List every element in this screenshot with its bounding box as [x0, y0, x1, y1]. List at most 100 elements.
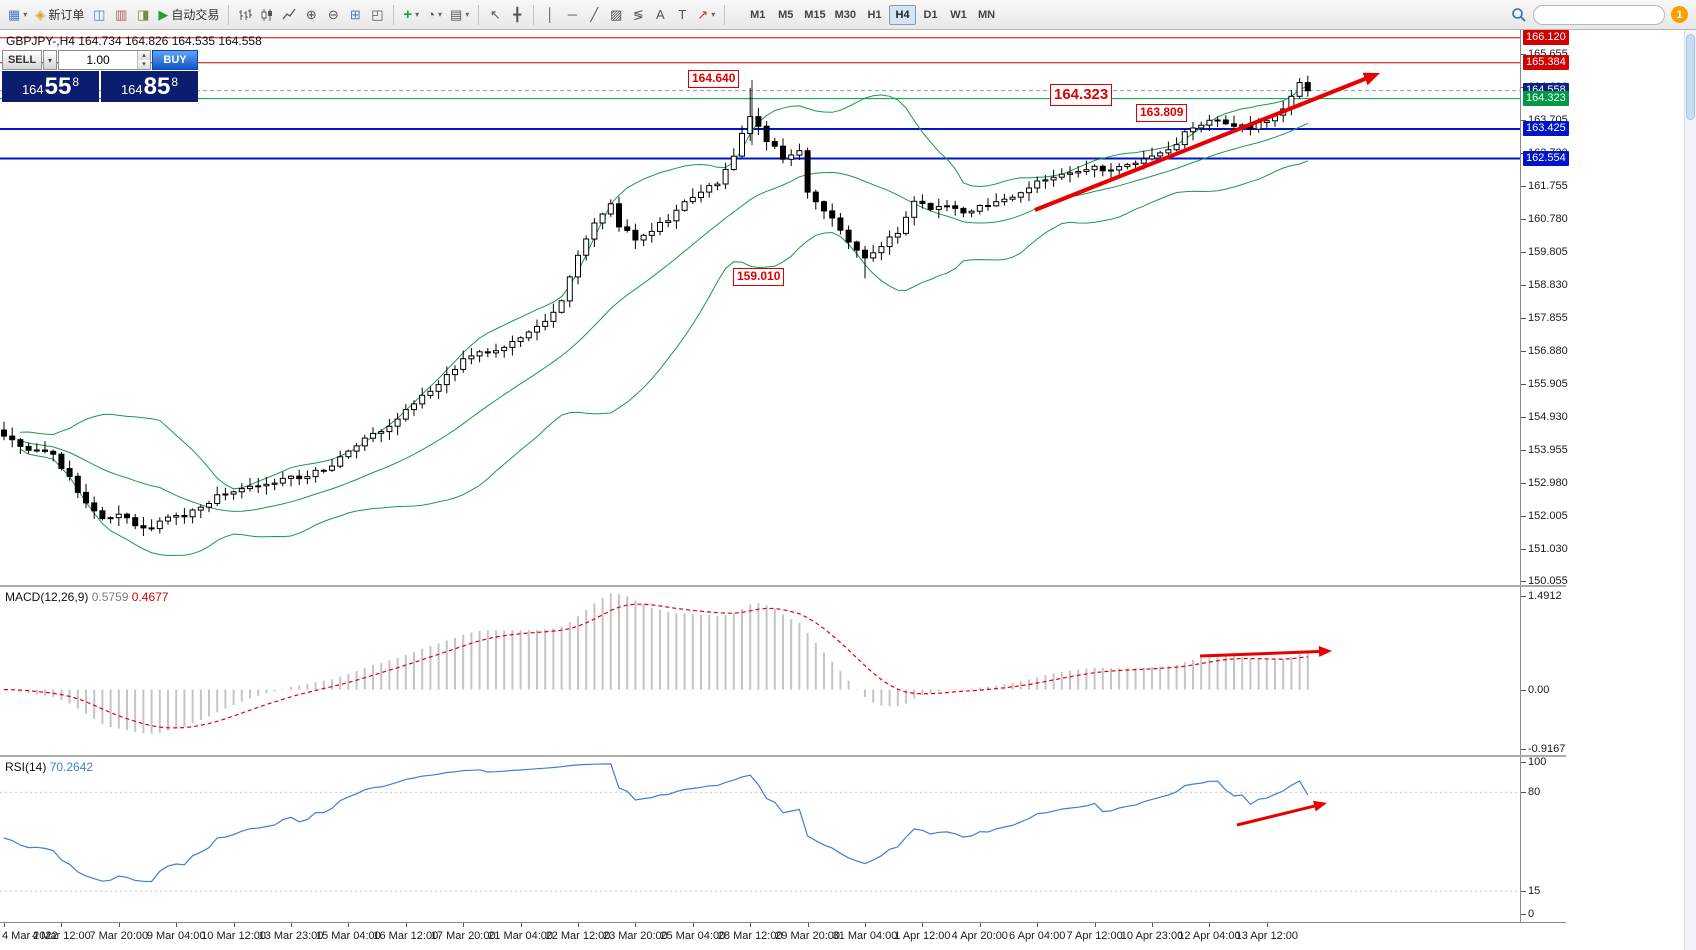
buy-button[interactable]: BUY [152, 50, 198, 70]
chart-ohlc-label: GBPJPY-,H4 164.734 164.826 164.535 164.5… [6, 34, 262, 48]
channel-tool[interactable]: ▨ [605, 3, 627, 27]
bid-prefix: 164 [21, 82, 44, 97]
time-axis[interactable]: 4 Mar 2022 4 Mar 12:00 7 Mar 20:00 9 Mar 04… [0, 922, 1566, 950]
volume-input[interactable] [59, 51, 137, 69]
tf-button-MN[interactable]: MN [977, 8, 996, 21]
arrows-tool[interactable]: ↗ ▾ [693, 3, 719, 27]
macd-chart[interactable] [0, 587, 1520, 755]
price-scale-boxed-label: 165.384 [1523, 54, 1569, 70]
chevron-down-icon: ▾ [23, 10, 28, 19]
zoom-in-button[interactable]: ⊕ [300, 3, 322, 27]
main-chart-pane[interactable]: GBPJPY-,H4 164.734 164.826 164.535 164.5… [0, 30, 1566, 585]
candlestick-type-button[interactable] [256, 3, 278, 27]
crosshair-tool-button[interactable]: ╋ [506, 3, 528, 27]
tf-button-M15[interactable]: M15 [804, 8, 826, 21]
text-label-tool[interactable]: T [671, 3, 693, 27]
line-chart-icon [282, 8, 296, 19]
price-scale[interactable]: 165.655164.680163.705162.730161.755160.7… [1520, 30, 1569, 922]
timeframe-group: M1 M5 M15 M30 H1 H4 D1 W1 MN [744, 4, 1000, 25]
time-axis-tick [1037, 923, 1039, 927]
trendline-tool[interactable]: ╱ [583, 3, 605, 27]
macd-pane[interactable]: MACD(12,26,9) 0.5759 0.4677 [0, 587, 1566, 755]
time-axis-tick [578, 923, 579, 927]
time-axis-tick [750, 923, 752, 927]
volume-spinner: ▴ ▾ [137, 51, 150, 69]
tf-button-H1[interactable]: H1 [867, 8, 882, 21]
market-watch-button[interactable]: ▥ [110, 3, 132, 27]
time-axis-label: 1 Apr 12:00 [894, 930, 951, 942]
time-axis-label: 31 Mar 04:00 [832, 930, 898, 942]
autotrade-button[interactable]: ▶ 自动交易 [154, 3, 223, 27]
cascade-windows-button[interactable]: ◰ [366, 3, 388, 27]
price-scale-boxed-label: 164.323 [1523, 90, 1569, 106]
tf-button-W1[interactable]: W1 [950, 8, 967, 21]
bid-price[interactable]: 164 55 8 [2, 71, 99, 102]
ask-big-digits: 85 [143, 72, 171, 100]
rsi-chart[interactable] [0, 757, 1520, 922]
templates-button[interactable]: ▤ ▾ [446, 3, 473, 27]
toolbar-separator [393, 4, 395, 25]
scale-label: 160.780 [1521, 212, 1568, 225]
zoom-out-button[interactable]: ⊖ [322, 3, 344, 27]
price-annotation[interactable]: 163.809 [1136, 104, 1188, 122]
tf-button-M5[interactable]: M5 [778, 8, 794, 21]
candlestick-chart[interactable] [0, 30, 1520, 585]
navigator-button[interactable]: ◨ [132, 3, 154, 27]
time-axis-label: 28 Mar 12:00 [717, 930, 783, 942]
price-annotation[interactable]: 159.010 [733, 268, 785, 286]
ask-price[interactable]: 164 85 8 [101, 71, 198, 102]
time-axis-label: 22 Mar 12:00 [545, 930, 611, 942]
scale-label: 152.005 [1521, 509, 1568, 522]
order-type-dropdown[interactable]: ▾ [43, 50, 57, 70]
pane-separator[interactable] [0, 755, 1566, 757]
tf-button-D1[interactable]: D1 [923, 8, 938, 21]
text-icon: A [655, 7, 665, 22]
arrow-tool-icon: ↗ [697, 7, 709, 22]
search-input[interactable] [1533, 4, 1665, 25]
time-axis-tick [1266, 923, 1268, 927]
volume-up-button[interactable]: ▴ [138, 51, 150, 60]
time-axis-label: 21 Mar 04:00 [488, 930, 554, 942]
profiles-button[interactable]: ◫ [88, 3, 110, 27]
time-axis-label: 15 Mar 04:00 [315, 930, 381, 942]
text-tool[interactable]: A [649, 3, 671, 27]
bar-chart-type-button[interactable] [234, 3, 256, 27]
tile-windows-button[interactable]: ⊞ [344, 3, 366, 27]
toolbar: ▦ ▾ ◈ 新订单 ◫ ▥ ◨ ▶ 自动交易 ⊕ ⊖ ⊞ ◰ + ▾ ◔ ▾ ▤… [0, 0, 1696, 30]
new-chart-button[interactable]: ▦ ▾ [4, 3, 31, 27]
time-axis-tick [405, 923, 407, 927]
vertical-line-tool[interactable]: │ [539, 3, 561, 27]
vertical-line-icon: │ [546, 7, 555, 22]
pane-separator[interactable] [0, 585, 1566, 587]
macd-signal-value: 0.4677 [131, 590, 169, 604]
chevron-down-icon: ▾ [711, 10, 716, 19]
price-annotation[interactable]: 164.640 [688, 70, 740, 88]
cursor-tool-button[interactable]: ↖ [484, 3, 506, 27]
sell-button[interactable]: SELL [2, 50, 42, 70]
tf-button-H4[interactable]: H4 [889, 4, 917, 25]
time-axis-label: 17 Mar 20:00 [430, 930, 496, 942]
volume-down-button[interactable]: ▾ [138, 60, 150, 69]
notification-badge[interactable]: 1 [1671, 6, 1688, 23]
chevron-down-icon: ▾ [437, 10, 442, 19]
rsi-pane[interactable]: RSI(14) 70.2642 [0, 757, 1566, 922]
indicators-add-icon: + [403, 6, 413, 23]
time-axis-label: 12 Apr 04:00 [1178, 930, 1241, 942]
fibonacci-tool[interactable]: ≶ [627, 3, 649, 27]
crosshair-icon: ╋ [513, 7, 522, 22]
toolbar-separator [478, 4, 480, 25]
tf-button-M30[interactable]: M30 [834, 8, 857, 21]
scrollbar-thumb[interactable] [1686, 34, 1695, 120]
search-icon[interactable] [1511, 7, 1527, 23]
periods-button[interactable]: ◔ ▾ [423, 3, 446, 27]
indicators-button[interactable]: + ▾ [399, 3, 423, 27]
tf-button-M1[interactable]: M1 [750, 8, 766, 21]
time-axis-label: 10 Mar 12:00 [201, 930, 267, 942]
line-chart-type-button[interactable] [278, 3, 300, 27]
horizontal-line-tool[interactable]: ─ [561, 3, 583, 27]
vertical-scrollbar[interactable] [1684, 30, 1696, 950]
new-order-button[interactable]: ◈ 新订单 [31, 3, 88, 27]
ask-prefix: 164 [120, 82, 143, 97]
price-annotation[interactable]: 164.323 [1050, 84, 1113, 106]
time-axis-tick [176, 923, 178, 927]
